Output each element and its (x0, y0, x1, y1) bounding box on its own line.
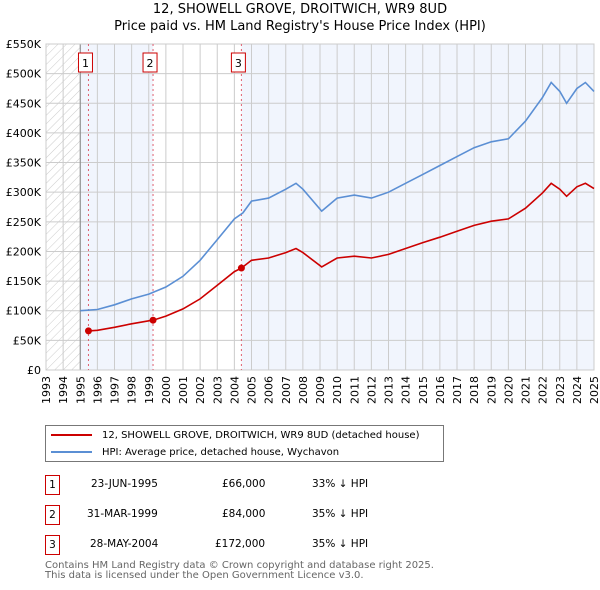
sale-label-box (77, 52, 93, 73)
x-tick-label: 2012 (365, 376, 378, 404)
sale-label: 1 (82, 57, 89, 70)
sale-point (84, 327, 92, 335)
sale-row: 2 31-MAR-1999 £84,000 35% ↓ HPI (45, 505, 445, 525)
sale-label-box (230, 52, 246, 73)
y-tick-label: £350K (6, 157, 42, 170)
x-tick-label: 2015 (417, 376, 430, 404)
y-tick-label: £50K (13, 334, 42, 347)
y-tick-label: £0 (27, 364, 41, 377)
x-tick-label: 1997 (109, 376, 122, 404)
x-tick-label: 2004 (228, 376, 241, 404)
x-tick-label: 2020 (502, 376, 515, 404)
y-tick-label: £200K (6, 245, 42, 258)
y-tick-label: £100K (6, 305, 42, 318)
x-tick-label: 1994 (57, 376, 70, 404)
sale-label-box (142, 52, 158, 73)
y-tick-label: £150K (6, 275, 42, 288)
sale-point (149, 316, 157, 324)
legend-hpi: HPI: Average price, detached house, Wych… (102, 446, 340, 458)
price-chart: 1993 1994 1995 1996 1997 1998 1999 2000 2001 2002… (6, 38, 600, 404)
sale-hpi: 35% ↓ HPI (312, 508, 369, 520)
sale-row: 3 28-MAY-2004 £172,000 35% ↓ HPI (45, 535, 445, 555)
x-tick-label: 2021 (520, 376, 533, 404)
x-tick-label: 2014 (400, 376, 413, 404)
x-tick-label: 1999 (143, 376, 156, 404)
sale-price: £84,000 (222, 508, 266, 520)
x-tick-label: 2006 (263, 376, 276, 404)
sale-label: 2 (147, 57, 154, 70)
sale-date: 28-MAY-2004 (90, 538, 159, 550)
x-tick-label: 2000 (160, 376, 173, 404)
x-tick-label: 2019 (485, 376, 498, 404)
y-tick-label: £300K (6, 186, 42, 199)
x-tick-label: 2016 (434, 376, 447, 404)
sale-point (237, 264, 245, 272)
sale-date: 23-JUN-1995 (91, 478, 158, 490)
y-tick-label: £500K (6, 68, 42, 81)
series-line (80, 81, 595, 312)
x-tick-label: 2013 (383, 376, 396, 404)
legend-red-swatch (51, 434, 92, 436)
sale-price: £66,000 (222, 478, 266, 490)
chart-subtitle: Price paid vs. HM Land Registry's House … (114, 19, 486, 34)
sale-date: 31-MAR-1999 (87, 508, 158, 520)
sale-marker: 3 (45, 535, 60, 555)
legend: 12, SHOWELL GROVE, DROITWICH, WR9 8UD (d… (45, 425, 444, 462)
x-tick-label: 2011 (348, 376, 361, 404)
ownership-band (80, 44, 154, 370)
sale-marker: 2 (45, 505, 60, 525)
legend-blue-swatch (51, 451, 92, 453)
x-tick-label: 2003 (211, 376, 224, 404)
x-tick-label: 1995 (74, 376, 87, 404)
y-tick-label: £450K (6, 97, 42, 110)
x-tick-label: 1998 (126, 376, 139, 404)
sale-hpi: 33% ↓ HPI (312, 478, 369, 490)
y-tick-label: £250K (6, 216, 42, 229)
x-tick-label: 2007 (280, 376, 293, 404)
x-tick-label: 2009 (314, 376, 327, 404)
x-tick-label: 2008 (297, 376, 310, 404)
footer-licence: This data is licensed under the Open Gov… (45, 570, 364, 581)
sale-row: 1 23-JUN-1995 £66,000 33% ↓ HPI (45, 475, 445, 495)
sale-price: £172,000 (215, 538, 266, 550)
x-tick-label: 1996 (91, 376, 104, 404)
x-tick-label: 2017 (451, 376, 464, 404)
x-tick-label: 2023 (554, 376, 567, 404)
chart-title: 12, SHOWELL GROVE, DROITWICH, WR9 8UD (152, 2, 448, 17)
sale-hpi: 35% ↓ HPI (312, 538, 369, 550)
y-tick-label: £550K (6, 38, 42, 51)
footer: Contains HM Land Registry data © Crown c… (45, 561, 434, 581)
x-tick-label: 2001 (177, 376, 190, 404)
y-tick-label: £400K (6, 127, 42, 140)
x-tick-label: 2025 (588, 376, 600, 404)
sale-label: 3 (235, 57, 242, 70)
x-tick-label: 2022 (537, 376, 550, 404)
x-tick-label: 1993 (40, 376, 53, 404)
x-tick-label: 2005 (246, 376, 259, 404)
x-tick-label: 2024 (571, 376, 584, 404)
plot-border (45, 43, 595, 371)
series-line (88, 182, 595, 332)
x-tick-label: 2002 (194, 376, 207, 404)
footer-copyright: Contains HM Land Registry data © Crown c… (45, 560, 434, 571)
x-tick-label: 2018 (468, 376, 481, 404)
legend-property: 12, SHOWELL GROVE, DROITWICH, WR9 8UD (d… (102, 429, 420, 441)
sale-marker: 1 (45, 475, 60, 495)
ownership-band (241, 44, 595, 370)
x-tick-label: 2010 (331, 376, 344, 404)
